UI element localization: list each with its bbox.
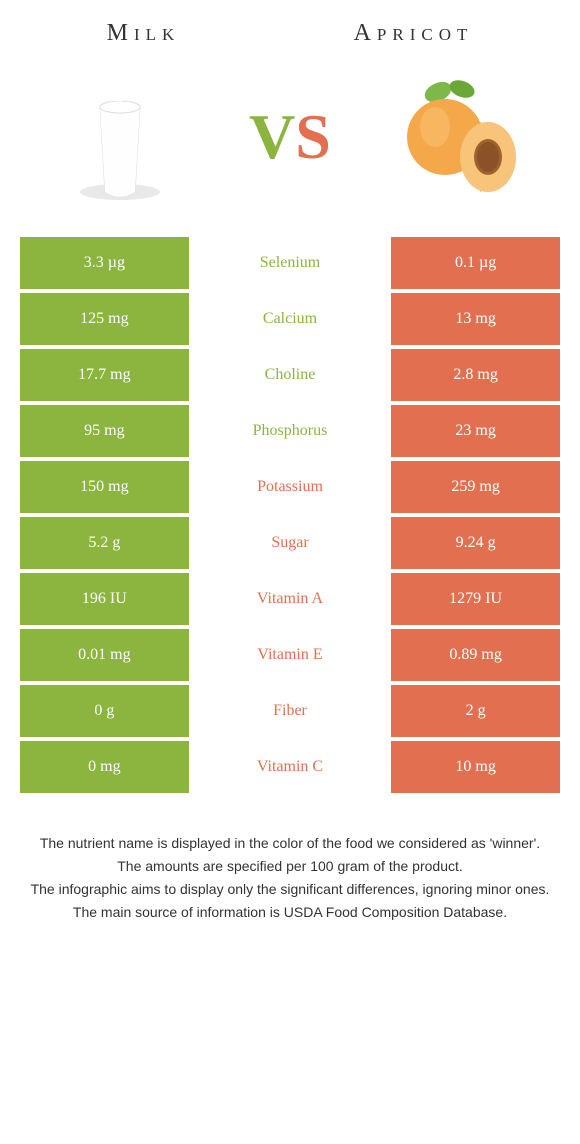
- left-value-cell: 0 g: [20, 685, 189, 737]
- left-value-cell: 0 mg: [20, 741, 189, 793]
- right-value-cell: 1279 IU: [391, 573, 560, 625]
- infographic-container: Milk Apricot VS: [0, 0, 580, 945]
- nutrient-name-cell: Calcium: [189, 293, 392, 345]
- vs-s-letter: S: [295, 101, 331, 172]
- nutrient-name-cell: Vitamin E: [189, 629, 392, 681]
- right-value-cell: 10 mg: [391, 741, 560, 793]
- nutrient-name-cell: Sugar: [189, 517, 392, 569]
- right-value-cell: 0.1 µg: [391, 237, 560, 289]
- vs-label: VS: [249, 100, 331, 174]
- table-row: 3.3 µgSelenium0.1 µg: [20, 237, 560, 289]
- right-value-cell: 23 mg: [391, 405, 560, 457]
- nutrient-name-cell: Fiber: [189, 685, 392, 737]
- left-value-cell: 150 mg: [20, 461, 189, 513]
- table-row: 17.7 mgCholine2.8 mg: [20, 349, 560, 401]
- vs-v-letter: V: [249, 101, 295, 172]
- table-row: 196 IUVitamin A1279 IU: [20, 573, 560, 625]
- table-row: 125 mgCalcium13 mg: [20, 293, 560, 345]
- right-value-cell: 9.24 g: [391, 517, 560, 569]
- nutrient-name-cell: Vitamin A: [189, 573, 392, 625]
- nutrient-name-cell: Vitamin C: [189, 741, 392, 793]
- apricot-image: [390, 67, 530, 207]
- right-value-cell: 259 mg: [391, 461, 560, 513]
- right-value-cell: 2.8 mg: [391, 349, 560, 401]
- table-row: 0 gFiber2 g: [20, 685, 560, 737]
- comparison-table: 3.3 µgSelenium0.1 µg125 mgCalcium13 mg17…: [20, 237, 560, 793]
- right-value-cell: 0.89 mg: [391, 629, 560, 681]
- nutrient-name-cell: Choline: [189, 349, 392, 401]
- table-row: 150 mgPotassium259 mg: [20, 461, 560, 513]
- left-value-cell: 196 IU: [20, 573, 189, 625]
- nutrient-name-cell: Potassium: [189, 461, 392, 513]
- milk-image: [50, 67, 190, 207]
- footer-notes: The nutrient name is displayed in the co…: [20, 833, 560, 923]
- footer-line-2: The amounts are specified per 100 gram o…: [30, 856, 550, 877]
- left-value-cell: 3.3 µg: [20, 237, 189, 289]
- left-value-cell: 125 mg: [20, 293, 189, 345]
- table-row: 0 mgVitamin C10 mg: [20, 741, 560, 793]
- header-row: Milk Apricot: [20, 20, 560, 47]
- right-value-cell: 13 mg: [391, 293, 560, 345]
- nutrient-name-cell: Selenium: [189, 237, 392, 289]
- right-value-cell: 2 g: [391, 685, 560, 737]
- left-value-cell: 95 mg: [20, 405, 189, 457]
- left-food-title: Milk: [107, 20, 181, 47]
- table-row: 0.01 mgVitamin E0.89 mg: [20, 629, 560, 681]
- left-value-cell: 17.7 mg: [20, 349, 189, 401]
- table-row: 95 mgPhosphorus23 mg: [20, 405, 560, 457]
- footer-line-4: The main source of information is USDA F…: [30, 902, 550, 923]
- vs-row: VS: [20, 67, 560, 207]
- left-value-cell: 0.01 mg: [20, 629, 189, 681]
- nutrient-name-cell: Phosphorus: [189, 405, 392, 457]
- footer-line-3: The infographic aims to display only the…: [30, 879, 550, 900]
- footer-line-1: The nutrient name is displayed in the co…: [30, 833, 550, 854]
- left-value-cell: 5.2 g: [20, 517, 189, 569]
- table-row: 5.2 gSugar9.24 g: [20, 517, 560, 569]
- right-food-title: Apricot: [354, 20, 474, 47]
